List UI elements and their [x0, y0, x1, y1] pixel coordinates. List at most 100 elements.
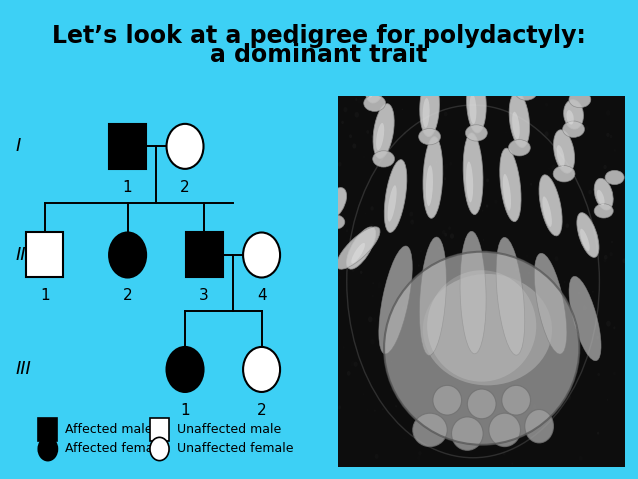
Text: 3: 3 — [199, 288, 209, 303]
Circle shape — [360, 271, 362, 274]
Circle shape — [517, 342, 519, 344]
Text: 1: 1 — [180, 403, 190, 418]
Circle shape — [448, 364, 452, 369]
Ellipse shape — [500, 148, 521, 222]
Circle shape — [412, 374, 417, 379]
Ellipse shape — [516, 55, 536, 92]
Bar — [150, 418, 169, 441]
Circle shape — [243, 347, 280, 392]
Circle shape — [167, 124, 204, 169]
Ellipse shape — [463, 133, 483, 215]
Text: 1: 1 — [122, 180, 133, 195]
Text: I: I — [16, 137, 21, 155]
Circle shape — [440, 355, 443, 361]
Circle shape — [444, 233, 447, 237]
Text: 1: 1 — [40, 288, 50, 303]
Circle shape — [606, 133, 609, 137]
Circle shape — [444, 433, 448, 438]
Ellipse shape — [605, 171, 624, 184]
Circle shape — [606, 321, 611, 327]
Circle shape — [486, 178, 489, 182]
Circle shape — [469, 353, 473, 357]
Circle shape — [530, 183, 532, 185]
Ellipse shape — [373, 104, 394, 159]
Circle shape — [410, 212, 413, 217]
Circle shape — [394, 440, 395, 442]
Circle shape — [402, 109, 403, 110]
Circle shape — [357, 259, 362, 264]
Circle shape — [243, 232, 280, 277]
Circle shape — [609, 195, 612, 200]
Ellipse shape — [563, 100, 583, 129]
Circle shape — [483, 239, 484, 241]
Text: II: II — [16, 246, 26, 264]
Circle shape — [487, 308, 489, 309]
Ellipse shape — [376, 123, 384, 150]
Circle shape — [357, 160, 361, 164]
Circle shape — [341, 292, 342, 294]
Circle shape — [522, 434, 523, 437]
Circle shape — [597, 373, 600, 376]
Circle shape — [540, 387, 541, 389]
Circle shape — [343, 346, 345, 349]
Ellipse shape — [467, 389, 496, 419]
Circle shape — [579, 456, 582, 461]
Ellipse shape — [519, 68, 526, 86]
Circle shape — [353, 262, 356, 265]
Text: 4: 4 — [256, 288, 267, 303]
Ellipse shape — [300, 174, 332, 207]
Circle shape — [490, 446, 492, 449]
Circle shape — [363, 393, 364, 395]
Circle shape — [493, 396, 498, 401]
Ellipse shape — [567, 110, 574, 125]
Ellipse shape — [422, 98, 429, 128]
Circle shape — [366, 130, 369, 134]
Circle shape — [605, 206, 609, 211]
Ellipse shape — [554, 130, 575, 173]
Ellipse shape — [556, 145, 565, 167]
Ellipse shape — [420, 77, 440, 137]
Circle shape — [610, 135, 612, 138]
Circle shape — [381, 350, 383, 353]
Ellipse shape — [489, 413, 521, 446]
Circle shape — [426, 344, 429, 349]
Circle shape — [355, 98, 357, 101]
Circle shape — [502, 153, 504, 156]
Circle shape — [558, 396, 560, 399]
Circle shape — [338, 162, 341, 167]
Circle shape — [429, 133, 431, 136]
Circle shape — [484, 381, 487, 385]
Circle shape — [424, 271, 427, 274]
Circle shape — [503, 452, 505, 456]
Circle shape — [389, 128, 392, 132]
Ellipse shape — [420, 51, 427, 71]
Text: III: III — [16, 361, 32, 378]
Ellipse shape — [427, 270, 536, 382]
Ellipse shape — [501, 385, 531, 415]
Ellipse shape — [276, 159, 295, 173]
Ellipse shape — [327, 200, 338, 215]
Circle shape — [548, 167, 550, 170]
Text: 2: 2 — [256, 403, 267, 418]
Circle shape — [533, 404, 537, 410]
Circle shape — [379, 121, 382, 125]
Circle shape — [455, 401, 456, 404]
Circle shape — [341, 423, 343, 425]
Circle shape — [537, 264, 538, 267]
Ellipse shape — [577, 213, 599, 257]
Circle shape — [582, 348, 583, 351]
Text: Affected male: Affected male — [65, 423, 153, 436]
Circle shape — [363, 156, 365, 159]
Bar — [186, 232, 223, 277]
Circle shape — [517, 207, 520, 210]
Circle shape — [386, 363, 387, 365]
Ellipse shape — [384, 160, 407, 232]
Circle shape — [512, 463, 513, 465]
Circle shape — [420, 250, 422, 252]
Circle shape — [613, 372, 616, 376]
Ellipse shape — [352, 243, 365, 263]
Circle shape — [544, 131, 549, 137]
Ellipse shape — [460, 231, 486, 354]
Ellipse shape — [306, 207, 325, 222]
Ellipse shape — [512, 112, 520, 139]
